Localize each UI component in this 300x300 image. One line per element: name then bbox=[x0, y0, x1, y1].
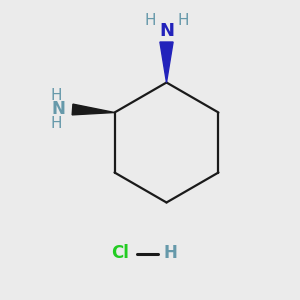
Text: H: H bbox=[177, 14, 189, 28]
Text: H: H bbox=[51, 116, 62, 131]
Text: Cl: Cl bbox=[111, 244, 129, 262]
Polygon shape bbox=[160, 42, 173, 82]
Polygon shape bbox=[72, 104, 115, 115]
Text: N: N bbox=[51, 100, 65, 118]
Text: N: N bbox=[159, 22, 174, 40]
Text: H: H bbox=[144, 14, 156, 28]
Text: H: H bbox=[51, 88, 62, 103]
Text: H: H bbox=[164, 244, 177, 262]
